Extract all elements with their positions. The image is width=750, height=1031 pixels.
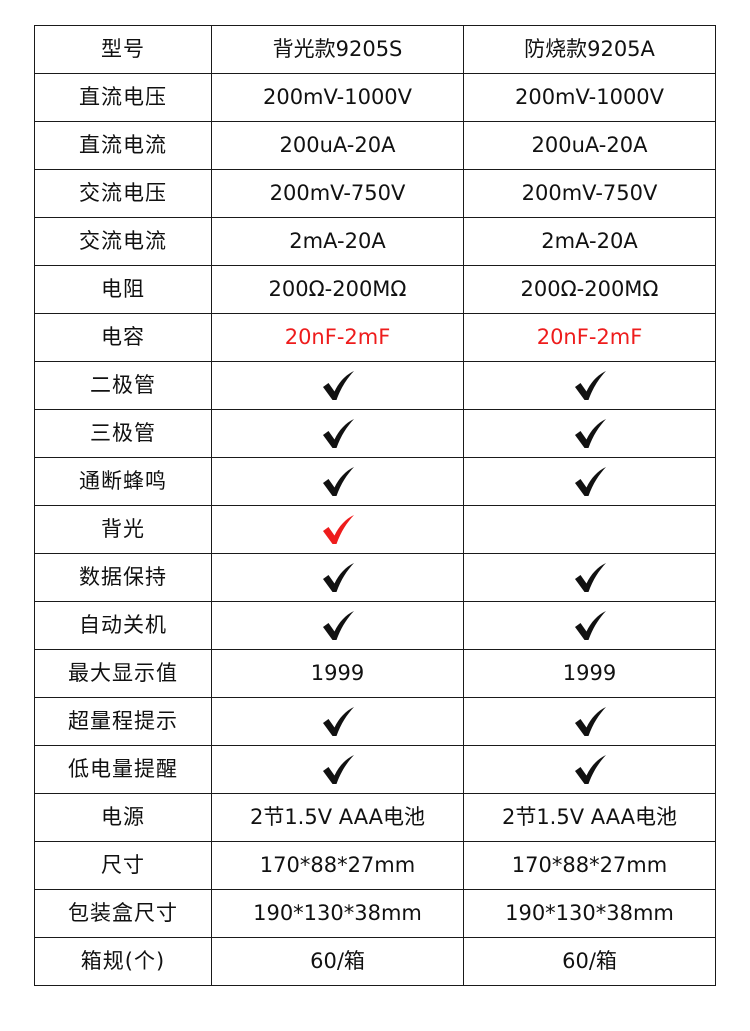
check-icon (322, 706, 354, 736)
header-model-a-cell: 背光款9205S (211, 25, 464, 74)
model-a-cell: 200mV-750V (211, 169, 464, 218)
table-row: 通断蜂鸣 (34, 457, 716, 506)
model-a-cell (211, 553, 464, 602)
model-b-cell (463, 361, 716, 410)
table-row: 自动关机 (34, 601, 716, 650)
table-row: 尺寸 170*88*27mm 170*88*27mm (34, 841, 716, 890)
check-icon (322, 466, 354, 496)
check-icon (574, 418, 606, 448)
check-icon (574, 706, 606, 736)
check-icon (322, 754, 354, 784)
check-icon (574, 562, 606, 592)
model-a-cell (211, 601, 464, 650)
model-b-cell (463, 745, 716, 794)
model-b-cell: 1999 (463, 649, 716, 698)
table-row: 数据保持 (34, 553, 716, 602)
model-a-cell: 1999 (211, 649, 464, 698)
header-label-cell: 型号 (34, 25, 212, 74)
model-b-cell: 60/箱 (463, 937, 716, 986)
row-label-cell: 交流电压 (34, 169, 212, 218)
table-row: 电容 20nF-2mF 20nF-2mF (34, 313, 716, 362)
check-icon (322, 418, 354, 448)
table-row: 电源 2节1.5V AAA电池 2节1.5V AAA电池 (34, 793, 716, 842)
row-label-cell: 自动关机 (34, 601, 212, 650)
spec-comparison-table: 型号 背光款9205S 防烧款9205A 直流电压 200mV-1000V 200m… (34, 25, 716, 986)
table-row: 直流电流 200uA-20A 200uA-20A (34, 121, 716, 170)
model-a-cell: 200uA-20A (211, 121, 464, 170)
table-header-row: 型号 背光款9205S 防烧款9205A (34, 25, 716, 74)
table-row: 交流电流 2mA-20A 2mA-20A (34, 217, 716, 266)
model-b-cell: 200mV-750V (463, 169, 716, 218)
row-label-cell: 三极管 (34, 409, 212, 458)
model-a-cell (211, 745, 464, 794)
table-row: 背光 (34, 505, 716, 554)
check-icon (322, 562, 354, 592)
row-label-cell: 超量程提示 (34, 697, 212, 746)
model-a-cell: 2mA-20A (211, 217, 464, 266)
model-a-cell (211, 505, 464, 554)
row-label-cell: 尺寸 (34, 841, 212, 890)
model-a-cell: 20nF-2mF (211, 313, 464, 362)
table-body: 型号 背光款9205S 防烧款9205A 直流电压 200mV-1000V 200m… (34, 25, 716, 986)
model-b-cell (463, 601, 716, 650)
row-label-cell: 电容 (34, 313, 212, 362)
table-row: 交流电压 200mV-750V 200mV-750V (34, 169, 716, 218)
model-b-cell: 2mA-20A (463, 217, 716, 266)
row-label-cell: 电源 (34, 793, 212, 842)
model-a-cell: 190*130*38mm (211, 889, 464, 938)
model-b-cell: 200Ω-200MΩ (463, 265, 716, 314)
header-model-b-cell: 防烧款9205A (463, 25, 716, 74)
model-a-cell (211, 697, 464, 746)
row-label-cell: 箱规(个) (34, 937, 212, 986)
check-icon (574, 370, 606, 400)
table-row: 最大显示值 1999 1999 (34, 649, 716, 698)
row-label-cell: 低电量提醒 (34, 745, 212, 794)
table-row: 三极管 (34, 409, 716, 458)
check-icon (322, 514, 354, 544)
table-row: 直流电压 200mV-1000V 200mV-1000V (34, 73, 716, 122)
check-icon (574, 610, 606, 640)
table-row: 二极管 (34, 361, 716, 410)
row-label-cell: 数据保持 (34, 553, 212, 602)
row-label-cell: 交流电流 (34, 217, 212, 266)
model-b-cell: 170*88*27mm (463, 841, 716, 890)
table-row: 电阻 200Ω-200MΩ 200Ω-200MΩ (34, 265, 716, 314)
check-icon (322, 610, 354, 640)
model-b-cell (463, 553, 716, 602)
model-a-cell (211, 361, 464, 410)
check-icon (322, 370, 354, 400)
check-icon (574, 754, 606, 784)
model-b-cell: 200uA-20A (463, 121, 716, 170)
model-b-cell: 200mV-1000V (463, 73, 716, 122)
row-label-cell: 二极管 (34, 361, 212, 410)
row-label-cell: 电阻 (34, 265, 212, 314)
model-a-cell: 200mV-1000V (211, 73, 464, 122)
model-a-cell: 170*88*27mm (211, 841, 464, 890)
model-b-cell (463, 505, 716, 554)
table-row: 包装盒尺寸 190*130*38mm 190*130*38mm (34, 889, 716, 938)
row-label-cell: 通断蜂鸣 (34, 457, 212, 506)
model-b-cell: 20nF-2mF (463, 313, 716, 362)
model-b-cell (463, 457, 716, 506)
model-b-cell (463, 409, 716, 458)
check-icon (574, 466, 606, 496)
table-row: 超量程提示 (34, 697, 716, 746)
model-b-cell (463, 697, 716, 746)
model-a-cell: 200Ω-200MΩ (211, 265, 464, 314)
model-a-cell (211, 457, 464, 506)
model-a-cell: 60/箱 (211, 937, 464, 986)
table-row: 箱规(个) 60/箱 60/箱 (34, 937, 716, 986)
model-b-cell: 2节1.5V AAA电池 (463, 793, 716, 842)
row-label-cell: 包装盒尺寸 (34, 889, 212, 938)
row-label-cell: 直流电流 (34, 121, 212, 170)
table-row: 低电量提醒 (34, 745, 716, 794)
row-label-cell: 最大显示值 (34, 649, 212, 698)
model-a-cell: 2节1.5V AAA电池 (211, 793, 464, 842)
row-label-cell: 直流电压 (34, 73, 212, 122)
model-a-cell (211, 409, 464, 458)
model-b-cell: 190*130*38mm (463, 889, 716, 938)
row-label-cell: 背光 (34, 505, 212, 554)
